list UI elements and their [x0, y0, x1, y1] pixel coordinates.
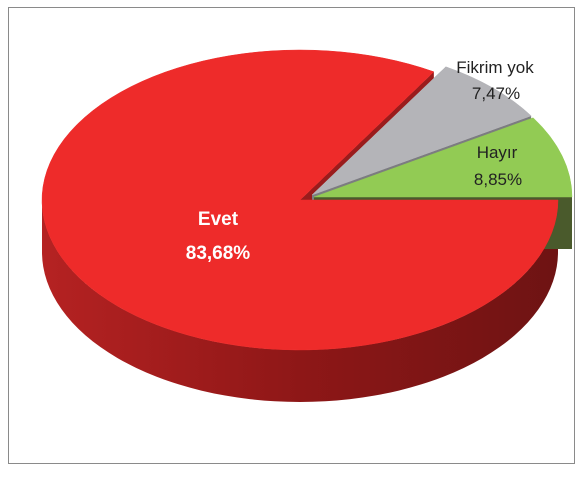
pie-wall-evet: [42, 200, 558, 402]
slice-label-value-fikrim-yok: 7,47%: [472, 84, 520, 103]
slice-label-value-hayir: 8,85%: [474, 170, 522, 189]
slice-label-name-hayir: Hayır: [477, 143, 518, 162]
pie-tops: [41, 49, 573, 351]
slice-label-value-evet: 83,68%: [186, 243, 251, 264]
slice-label-name-fikrim-yok: Fikrim yok: [456, 58, 534, 77]
slice-label-name-evet: Evet: [198, 209, 239, 230]
pie-labels: Evet 83,68% Fikrim yok 7,47% Hayır 8,85%: [186, 58, 534, 264]
pie-slice-evet: [41, 49, 559, 351]
pie-slice-hayir: [313, 117, 573, 198]
pie-slice-fikrim-yok: [311, 66, 532, 196]
